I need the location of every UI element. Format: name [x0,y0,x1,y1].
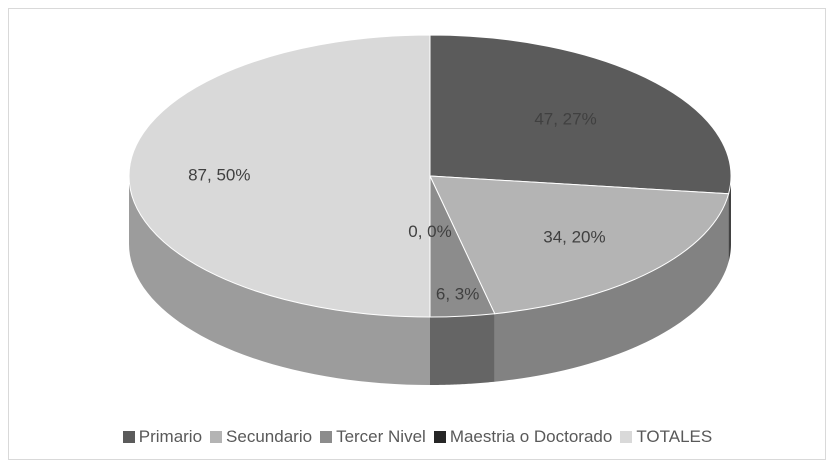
slice [429,175,730,315]
legend-swatch [122,431,135,443]
data-label: 87, 50% [188,165,250,184]
legend-item: Maestria o Doctorado [433,427,613,447]
data-label: 34, 20% [543,227,605,246]
data-label: 47, 27% [534,110,596,129]
slice-side [430,313,495,385]
legend-label: Maestria o Doctorado [449,427,613,446]
legend: Primario Secundario Tercer Nivel Maestria o… [0,427,835,447]
legend-swatch [620,431,633,443]
slice [429,34,732,195]
slice-side [129,176,430,385]
legend-label: Tercer Nivel [336,427,426,446]
legend-swatch [210,431,223,443]
legend-label: TOTALES [636,427,713,446]
legend-label: Secundario [226,427,313,446]
legend-swatch [320,431,333,443]
slice-side [728,176,731,262]
legend-item: Secundario [210,427,312,447]
slice-side [494,193,729,382]
data-label: 0, 0% [408,222,451,241]
data-label: 6, 3% [436,285,479,304]
legend-item: TOTALES [620,427,712,447]
chart-frame [8,8,826,460]
slice [128,34,431,318]
legend-swatch [433,431,446,443]
legend-item: Primario [122,427,203,447]
legend-label: Primario [138,427,203,446]
legend-item: Tercer Nivel [320,427,426,447]
